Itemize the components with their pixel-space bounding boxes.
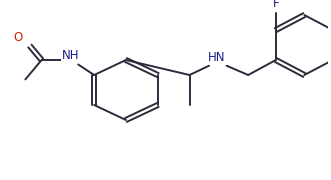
Text: F: F (272, 0, 279, 10)
Text: O: O (13, 31, 22, 44)
Text: NH: NH (62, 49, 79, 62)
Text: HN: HN (208, 51, 225, 64)
